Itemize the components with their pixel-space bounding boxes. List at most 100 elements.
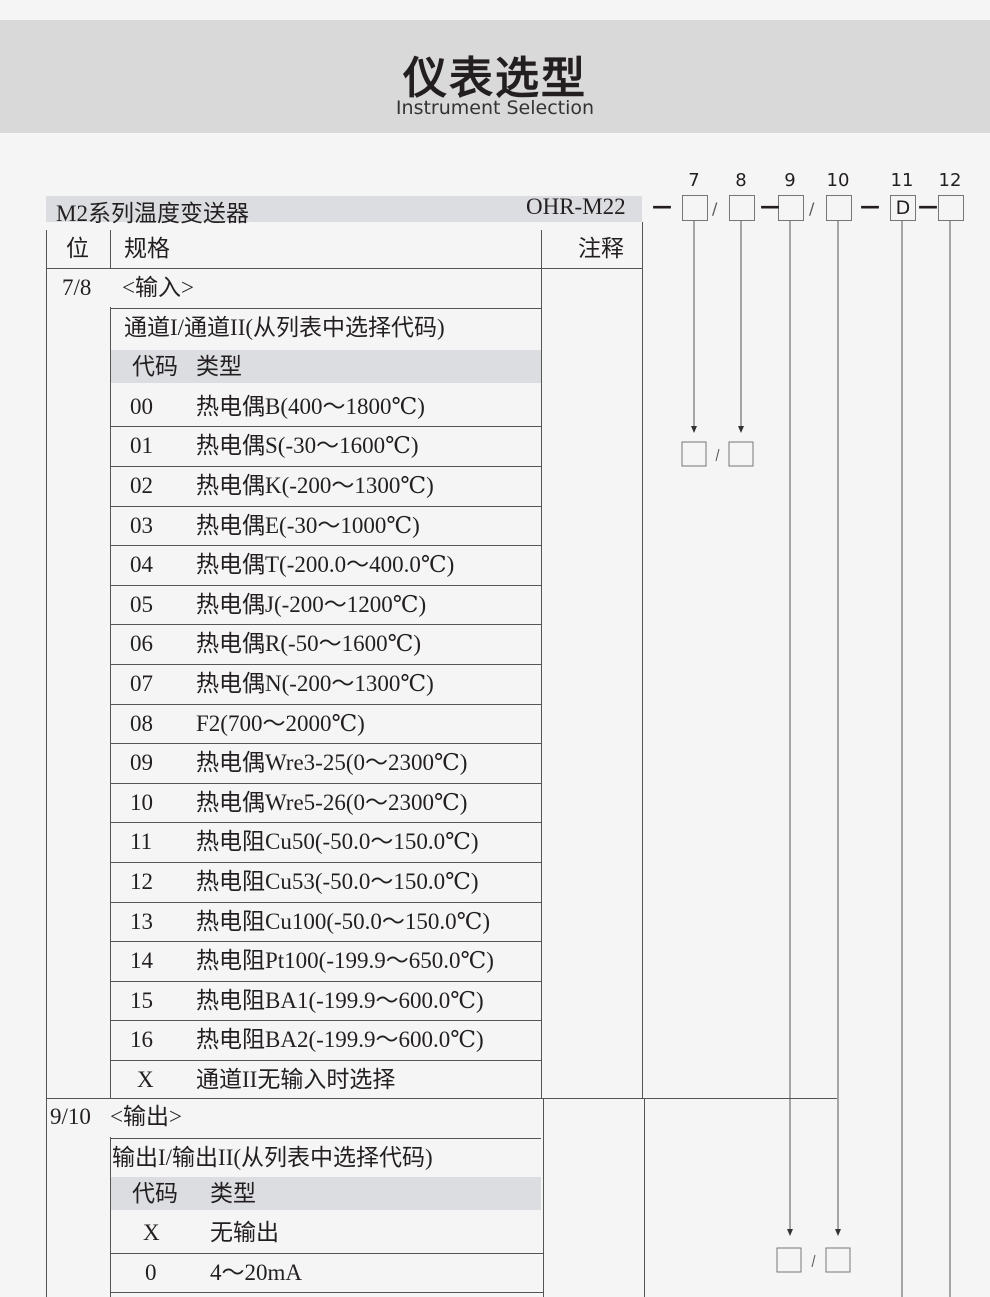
- row-code: 08: [130, 710, 153, 736]
- position-number: 7: [688, 170, 700, 191]
- row-code: X: [137, 1067, 154, 1092]
- divider: [110, 1060, 541, 1061]
- divider: [110, 862, 541, 863]
- page-title: 仪表选型: [403, 53, 587, 104]
- row-code: 10: [130, 789, 153, 815]
- row-code: 00: [130, 393, 153, 419]
- divider: [110, 782, 541, 784]
- row-type: 热电阻BA1(-199.9～600.0℃): [196, 987, 484, 1013]
- divider: [110, 1020, 541, 1022]
- divider: [110, 1137, 541, 1139]
- divider: [110, 505, 541, 507]
- row-code: 15: [130, 987, 153, 1013]
- separator: —: [918, 194, 938, 218]
- row-code: 06: [130, 631, 153, 657]
- row-code: 07: [130, 671, 153, 696]
- row-type: 热电偶S(-30～1600℃): [196, 433, 419, 459]
- arrow-down-icon: [691, 426, 697, 433]
- code-header-shade: [110, 1177, 541, 1210]
- position-number: 9: [784, 170, 796, 191]
- col-divider: [642, 222, 643, 1098]
- row-type: 热电偶E(-30～1000℃): [196, 512, 420, 538]
- slash-icon: [811, 1254, 816, 1268]
- col-divider: [541, 230, 542, 1098]
- separator: /: [809, 199, 815, 218]
- output-position: 9/10: [50, 1104, 91, 1129]
- divider: [110, 1292, 543, 1293]
- row-code: 03: [130, 512, 153, 538]
- code-header-code: 代码: [132, 354, 178, 380]
- divider: [110, 466, 541, 467]
- code-header-code: 代码: [132, 1181, 178, 1206]
- row-code: 04: [130, 552, 153, 578]
- code-header-type: 类型: [210, 1181, 256, 1206]
- row-type: 热电阻Cu53(-50.0～150.0℃): [196, 869, 479, 894]
- row-code: 09: [130, 750, 153, 776]
- divider: [46, 1098, 837, 1099]
- row-code: 12: [130, 869, 153, 894]
- row-code: 0: [145, 1260, 157, 1285]
- row-code: 01: [130, 433, 153, 459]
- page-subtitle: Instrument Selection: [395, 97, 595, 119]
- col-divider: [110, 230, 111, 268]
- row-type: 无输出: [210, 1220, 279, 1245]
- col-divider: [110, 307, 111, 1098]
- divider: [110, 307, 541, 309]
- col-divider: [543, 1098, 544, 1297]
- model-prefix: OHR-M22: [526, 194, 626, 219]
- row-code: 11: [130, 829, 153, 855]
- slash-icon: [715, 448, 720, 462]
- divider: [110, 664, 541, 665]
- row-type: 热电偶B(400～1800℃): [196, 393, 425, 419]
- separator: —: [652, 194, 672, 218]
- divider: [110, 980, 541, 982]
- input-label: <输入>: [122, 275, 194, 300]
- divider: [110, 426, 541, 428]
- row-type: 热电阻Pt100(-199.9～650.0℃): [196, 948, 494, 974]
- row-type: 热电偶R(-50～1600℃): [196, 631, 422, 657]
- code-box: [778, 195, 804, 221]
- code-header-shade: [110, 350, 541, 384]
- row-type: 4～20mA: [210, 1260, 302, 1285]
- border-left: [46, 230, 47, 1297]
- divider: [110, 743, 541, 745]
- input-code-box: [681, 441, 707, 467]
- code-box: [826, 195, 852, 221]
- separator: /: [712, 199, 718, 218]
- position-number: 10: [826, 170, 850, 191]
- code-box: [729, 195, 755, 221]
- divider: [46, 268, 642, 269]
- row-type: 热电偶T(-200.0～400.0℃): [196, 552, 455, 578]
- position-number: 11: [890, 170, 914, 191]
- row-type: 热电偶Wre5-26(0～2300℃): [196, 789, 468, 815]
- header-spec: 规格: [124, 236, 170, 261]
- divider: [110, 822, 541, 824]
- row-code: 05: [130, 591, 153, 617]
- position-number: 8: [735, 170, 747, 191]
- col-divider: [110, 1137, 111, 1297]
- code-header-type: 类型: [196, 354, 242, 380]
- separator: —: [760, 194, 780, 218]
- row-code: 16: [130, 1027, 153, 1053]
- code-box: [938, 195, 964, 221]
- input-code-box: [728, 441, 754, 467]
- output-code-box: [776, 1247, 802, 1273]
- header-position: 位: [66, 236, 89, 261]
- header-note: 注释: [578, 236, 624, 261]
- col-divider: [644, 1098, 645, 1297]
- divider: [110, 941, 541, 943]
- row-type: 热电偶N(-200～1300℃): [196, 671, 434, 696]
- row-type: 通道II无输入时选择: [196, 1067, 396, 1092]
- row-type: 热电偶Wre3-25(0～2300℃): [196, 750, 468, 776]
- separator: —: [860, 194, 880, 218]
- divider: [110, 1253, 543, 1254]
- code-box: D: [890, 195, 916, 221]
- divider: [110, 545, 541, 547]
- divider: [110, 624, 541, 626]
- row-type: 热电阻BA2(-199.9～600.0℃): [196, 1027, 484, 1053]
- output-code-box: [825, 1247, 851, 1273]
- position-number: 12: [938, 170, 962, 191]
- divider: [110, 901, 541, 903]
